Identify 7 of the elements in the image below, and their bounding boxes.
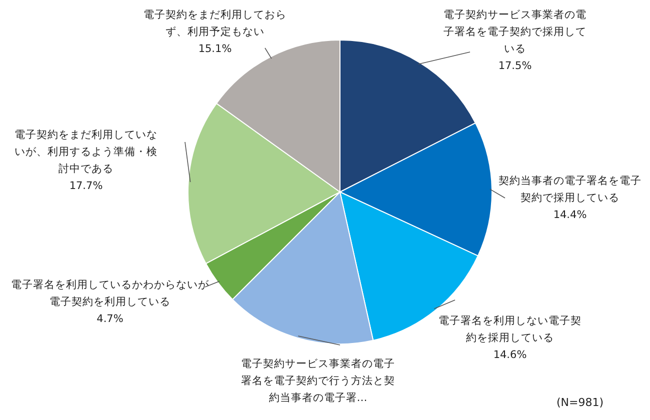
data-label: 4.7% [96,313,124,325]
data-label: 17.5% [498,60,532,72]
data-label: 15.1% [198,43,232,55]
text: (N=981) [556,396,604,409]
data-label: 17.7% [69,180,103,192]
data-label: 14.4% [553,209,587,221]
data-label: 14.6% [493,349,527,361]
